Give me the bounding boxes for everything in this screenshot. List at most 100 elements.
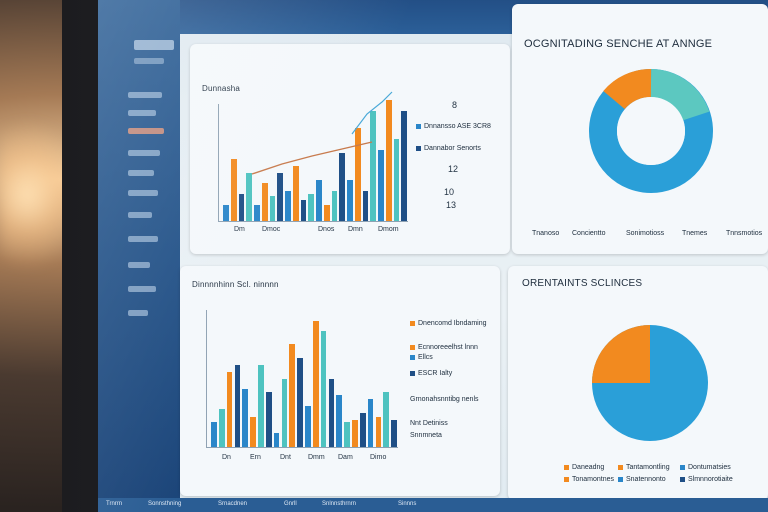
chart-bar <box>336 394 343 447</box>
chart-top-number-3: 10 <box>444 187 455 197</box>
pie-top-legend-2: Concientto <box>572 230 606 237</box>
chart-bottom-legend-4: ESCR Ialty <box>410 370 452 377</box>
chart-top-number-2: 12 <box>448 164 459 174</box>
chart-top-title: Dunnasha <box>202 84 241 93</box>
chart-bar <box>292 166 299 221</box>
chart-bottom-legend-1: Dnencomd Ibndaming <box>410 320 487 327</box>
chart-bar <box>246 173 252 221</box>
status-item-1[interactable]: Trnrrn <box>106 501 123 507</box>
legend-swatch-orange <box>410 320 415 326</box>
chart-top-y-axis <box>218 104 219 222</box>
sidebar-item-4[interactable] <box>128 170 154 176</box>
chart-bar <box>230 159 237 221</box>
chart-bar <box>305 405 311 447</box>
chart-bar <box>269 196 276 221</box>
brand-logo[interactable] <box>134 40 174 50</box>
chart-top-xlabel-2: Dmoc <box>262 226 281 233</box>
chart-bottom-xlabel-5: Dam <box>338 454 353 461</box>
chart-bottom-legend-5: Grnonahsnntibg nenls <box>410 396 479 403</box>
status-item-6[interactable]: Sinnns <box>398 501 417 507</box>
status-item-3[interactable]: Srnacdnen <box>218 501 248 507</box>
donut-chart-top <box>589 69 713 193</box>
chart-bottom-legend-3: Ellcs <box>410 354 433 361</box>
legend-swatch-orange <box>410 344 415 350</box>
pie-bottom-legend-4: Tonamontnes <box>564 476 614 483</box>
status-bar: Trnrrn Sonnsthning Srnacdnen Gnrll Snlnn… <box>98 498 768 512</box>
chart-bar <box>323 204 330 221</box>
chart-bar <box>391 419 397 447</box>
chart-bottom-xlabel-2: Ern <box>250 454 261 461</box>
brand-subtitle <box>134 58 164 64</box>
chart-bar <box>378 149 384 221</box>
panel-bar-chart-top: Dunnasha Dnnansso ASE 3CR8 Dannabor Seno… <box>190 44 510 254</box>
legend-label: Dannabor Senorts <box>424 145 481 152</box>
chart-bar <box>211 422 217 447</box>
pie-bottom-legend-5: Snatennonto <box>618 476 666 483</box>
chart-top-x-axis <box>218 221 408 222</box>
chart-bottom-bars <box>210 310 398 447</box>
chart-bar <box>401 111 407 221</box>
legend-swatch-orange <box>618 464 623 470</box>
pie-bottom-legend-6: Slmnnorotiaite <box>680 476 733 483</box>
chart-bar <box>285 190 291 221</box>
pie-top-legend-4: Tnemes <box>682 230 708 237</box>
status-item-5[interactable]: Snlnnsthrnrn <box>322 501 357 507</box>
chart-bar <box>385 100 392 221</box>
pie-top-legend-1: Tnanoso <box>532 230 560 237</box>
donut-slice-teal <box>650 69 710 122</box>
chart-bar <box>328 378 335 447</box>
chart-bar <box>352 419 358 447</box>
sidebar-item-8[interactable] <box>128 262 150 268</box>
chart-top-legend-2: Dannabor Senorts <box>416 145 481 152</box>
panel-bar-chart-bottom: Dinnnnhinn Scl. ninnnn Dnencomd Ibndamin… <box>180 266 500 496</box>
sidebar-item-9[interactable] <box>128 286 156 292</box>
sidebar-item-7[interactable] <box>128 236 158 242</box>
chart-bar <box>289 344 296 447</box>
chart-bar <box>242 389 249 447</box>
chart-bar <box>226 371 233 447</box>
chart-bottom-legend-2: Ecnnoreeelhst lnnn <box>410 344 478 351</box>
sidebar-item-3[interactable] <box>128 150 160 156</box>
chart-bar <box>362 190 369 221</box>
sidebar <box>98 0 180 512</box>
chart-top-xlabel-3: Dnos <box>318 226 335 233</box>
legend-swatch-orange <box>564 464 569 470</box>
legend-swatch-blue <box>416 123 421 129</box>
chart-bottom-xlabel-1: Dn <box>222 454 231 461</box>
chart-bottom-legend-7: Snnmneta <box>410 432 442 439</box>
sidebar-item-5[interactable] <box>128 190 158 196</box>
chart-bottom-title: Dinnnnhinn Scl. ninnnn <box>192 280 279 289</box>
sidebar-item-10[interactable] <box>128 310 148 316</box>
legend-swatch-orange <box>564 476 569 482</box>
chart-top-legend-1: Dnnansso ASE 3CR8 <box>416 123 491 130</box>
chart-top-trend-line <box>251 91 393 175</box>
pie-bottom-title: ORENTAINTS SCLINCES <box>522 278 643 289</box>
chart-bar <box>281 378 288 447</box>
status-item-4[interactable]: Gnrll <box>284 501 297 507</box>
chart-bar <box>347 179 353 221</box>
sidebar-item-1[interactable] <box>128 92 162 98</box>
chart-bar <box>258 364 264 447</box>
legend-swatch-blue <box>410 354 415 360</box>
chart-bar <box>250 416 256 447</box>
chart-top-bars <box>222 84 408 221</box>
status-item-2[interactable]: Sonnsthning <box>148 501 182 507</box>
chart-top-number-4: 13 <box>446 200 457 210</box>
sidebar-item-6[interactable] <box>128 212 152 218</box>
chart-bar <box>234 364 241 447</box>
legend-swatch-blue <box>680 464 685 470</box>
chart-bar <box>331 190 338 221</box>
chart-bar <box>312 320 319 447</box>
chart-bar <box>300 200 307 221</box>
chart-bottom-legend-6: Nnt Detiniss <box>410 420 448 427</box>
pie-top-title: OCGNITADING SENCHE AT ANNGE <box>524 38 713 50</box>
chart-bottom-xlabel-3: Dnt <box>280 454 291 461</box>
legend-swatch-navy <box>410 370 415 376</box>
sidebar-item-active[interactable] <box>128 128 164 134</box>
sidebar-item-2[interactable] <box>128 110 156 116</box>
chart-bar <box>254 204 260 221</box>
chart-bar <box>383 392 390 447</box>
chart-bar <box>367 399 374 447</box>
monitor-screen: Dunnasha Dnnansso ASE 3CR8 Dannabor Seno… <box>98 0 768 512</box>
pie-slice-orange <box>592 325 650 383</box>
